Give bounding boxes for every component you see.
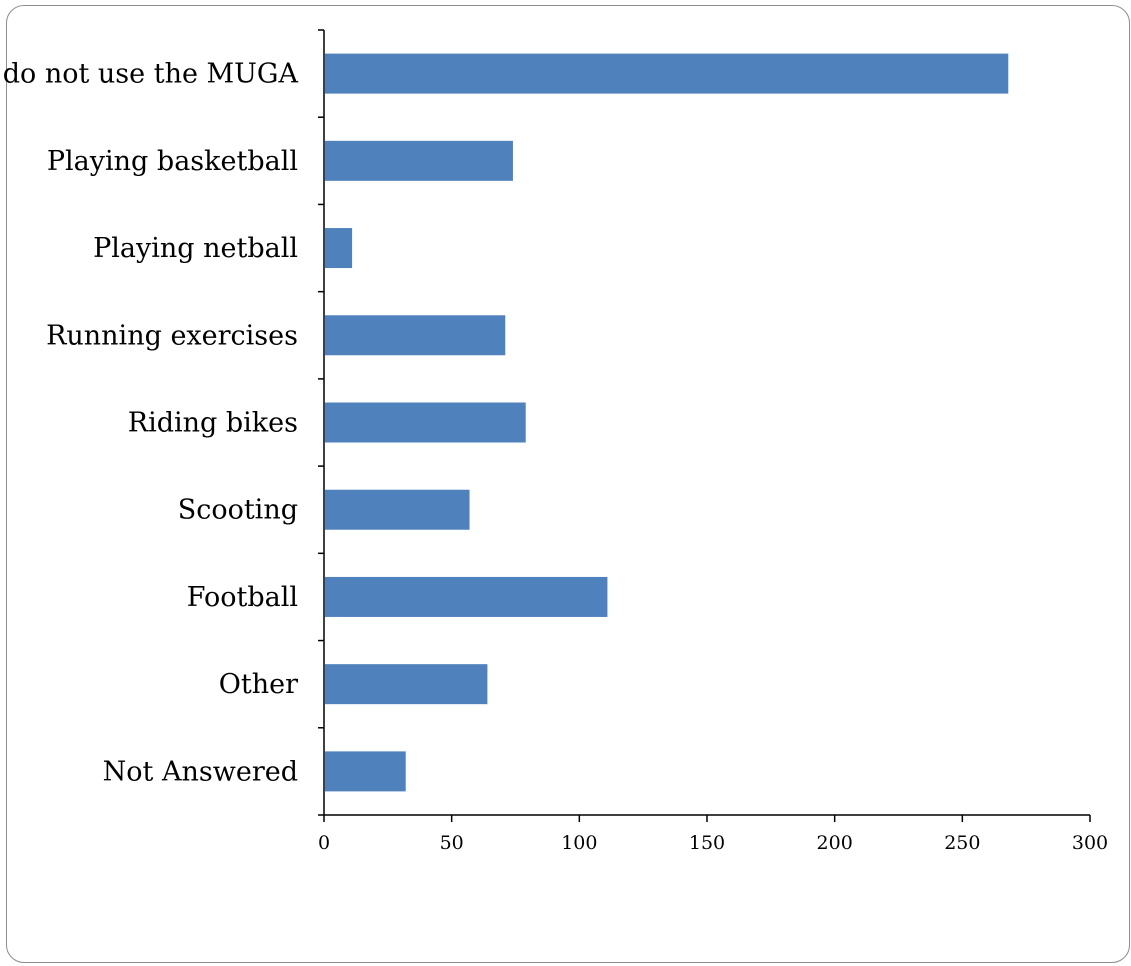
x-tick-label: 150	[689, 832, 725, 854]
bar-i-do-not-use-the-muga	[325, 53, 1009, 94]
category-label: Not Answered	[103, 756, 298, 787]
category-label: Other	[219, 669, 298, 700]
bar-football	[325, 576, 608, 617]
bar-other	[325, 664, 488, 705]
bar-playing-netball	[325, 228, 353, 269]
x-tick-label: 250	[944, 832, 980, 854]
axes-group	[318, 29, 1091, 822]
category-label: Riding bikes	[128, 408, 298, 439]
bar-scooting	[325, 489, 470, 530]
category-label: Running exercises	[46, 320, 298, 351]
bar-riding-bikes	[325, 402, 526, 443]
x-tick-label: 100	[561, 832, 597, 854]
x-tick-label: 200	[817, 832, 853, 854]
x-tick-label: 300	[1072, 832, 1108, 854]
category-label: Football	[187, 582, 298, 613]
category-label: Scooting	[178, 495, 298, 526]
bar-not-answered	[325, 751, 406, 792]
bar-running-exercises	[325, 315, 506, 356]
labels-group: I do not use the MUGA Playing basketball P…	[0, 59, 1108, 854]
bars-group	[325, 53, 1009, 792]
category-label: Playing basketball	[47, 146, 298, 177]
x-tick-label: 0	[318, 832, 330, 854]
category-label: Playing netball	[93, 233, 298, 264]
chart-frame	[6, 5, 1130, 963]
x-tick-label: 50	[440, 832, 464, 854]
category-label: I do not use the MUGA	[0, 59, 298, 90]
bar-playing-basketball	[325, 140, 513, 181]
